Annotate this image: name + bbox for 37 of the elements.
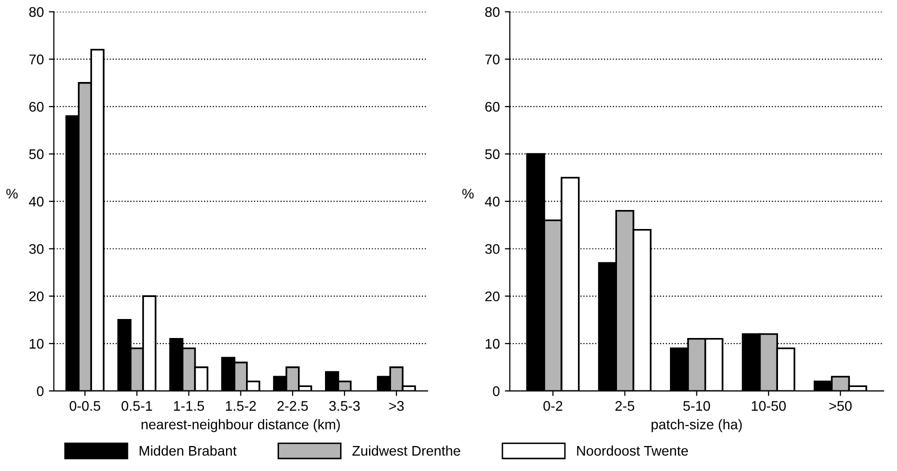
x-axis-title: nearest-neighbour distance (km) <box>142 419 340 432</box>
y-axis-title: % <box>462 188 474 199</box>
y-tick-label: 80 <box>29 7 44 17</box>
x-tick-label: 3.5-3 <box>329 401 360 411</box>
x-axis-title: patch-size (ha) <box>652 419 742 432</box>
x-tick-label: 2-5 <box>615 401 634 411</box>
x-tick-label: 1.5-2 <box>226 401 256 411</box>
legend-label: Midden Brabant <box>140 446 237 456</box>
y-tick-label: 20 <box>485 291 500 302</box>
x-tick-label: 1-1.5 <box>174 401 204 411</box>
y-tick-label: 70 <box>485 54 500 64</box>
legend-label: Zuidwest Drenthe <box>352 446 460 456</box>
x-tick-label: 10-50 <box>752 401 786 411</box>
y-tick-label: 0 <box>36 386 44 396</box>
y-tick-label: 80 <box>485 7 500 17</box>
y-tick-label: 60 <box>29 102 44 112</box>
x-tick-label: >3 <box>389 401 404 411</box>
x-tick-label: 0.5-1 <box>122 401 152 411</box>
x-tick-label: 0-0.5 <box>70 401 100 411</box>
y-tick-label: 10 <box>30 338 44 349</box>
y-tick-label: 20 <box>29 291 44 302</box>
y-tick-label: 70 <box>29 54 44 64</box>
legend-label: Noordoost Twente <box>577 446 688 456</box>
y-tick-label: 50 <box>485 149 500 160</box>
y-tick-label: 30 <box>29 244 44 254</box>
y-tick-label: 60 <box>485 102 500 112</box>
x-tick-label: 2-2.5 <box>277 401 308 411</box>
x-tick-label: 0-2 <box>543 401 562 411</box>
y-tick-label: 0 <box>492 386 500 396</box>
x-tick-label: 5-10 <box>683 401 710 411</box>
y-tick-label: 30 <box>485 244 500 254</box>
y-tick-label: 50 <box>29 149 44 160</box>
y-tick-label: 40 <box>28 196 44 207</box>
y-tick-label: 40 <box>484 196 500 207</box>
y-tick-label: 10 <box>486 338 500 349</box>
x-tick-label: >50 <box>829 401 852 411</box>
y-axis-title: % <box>6 188 18 199</box>
